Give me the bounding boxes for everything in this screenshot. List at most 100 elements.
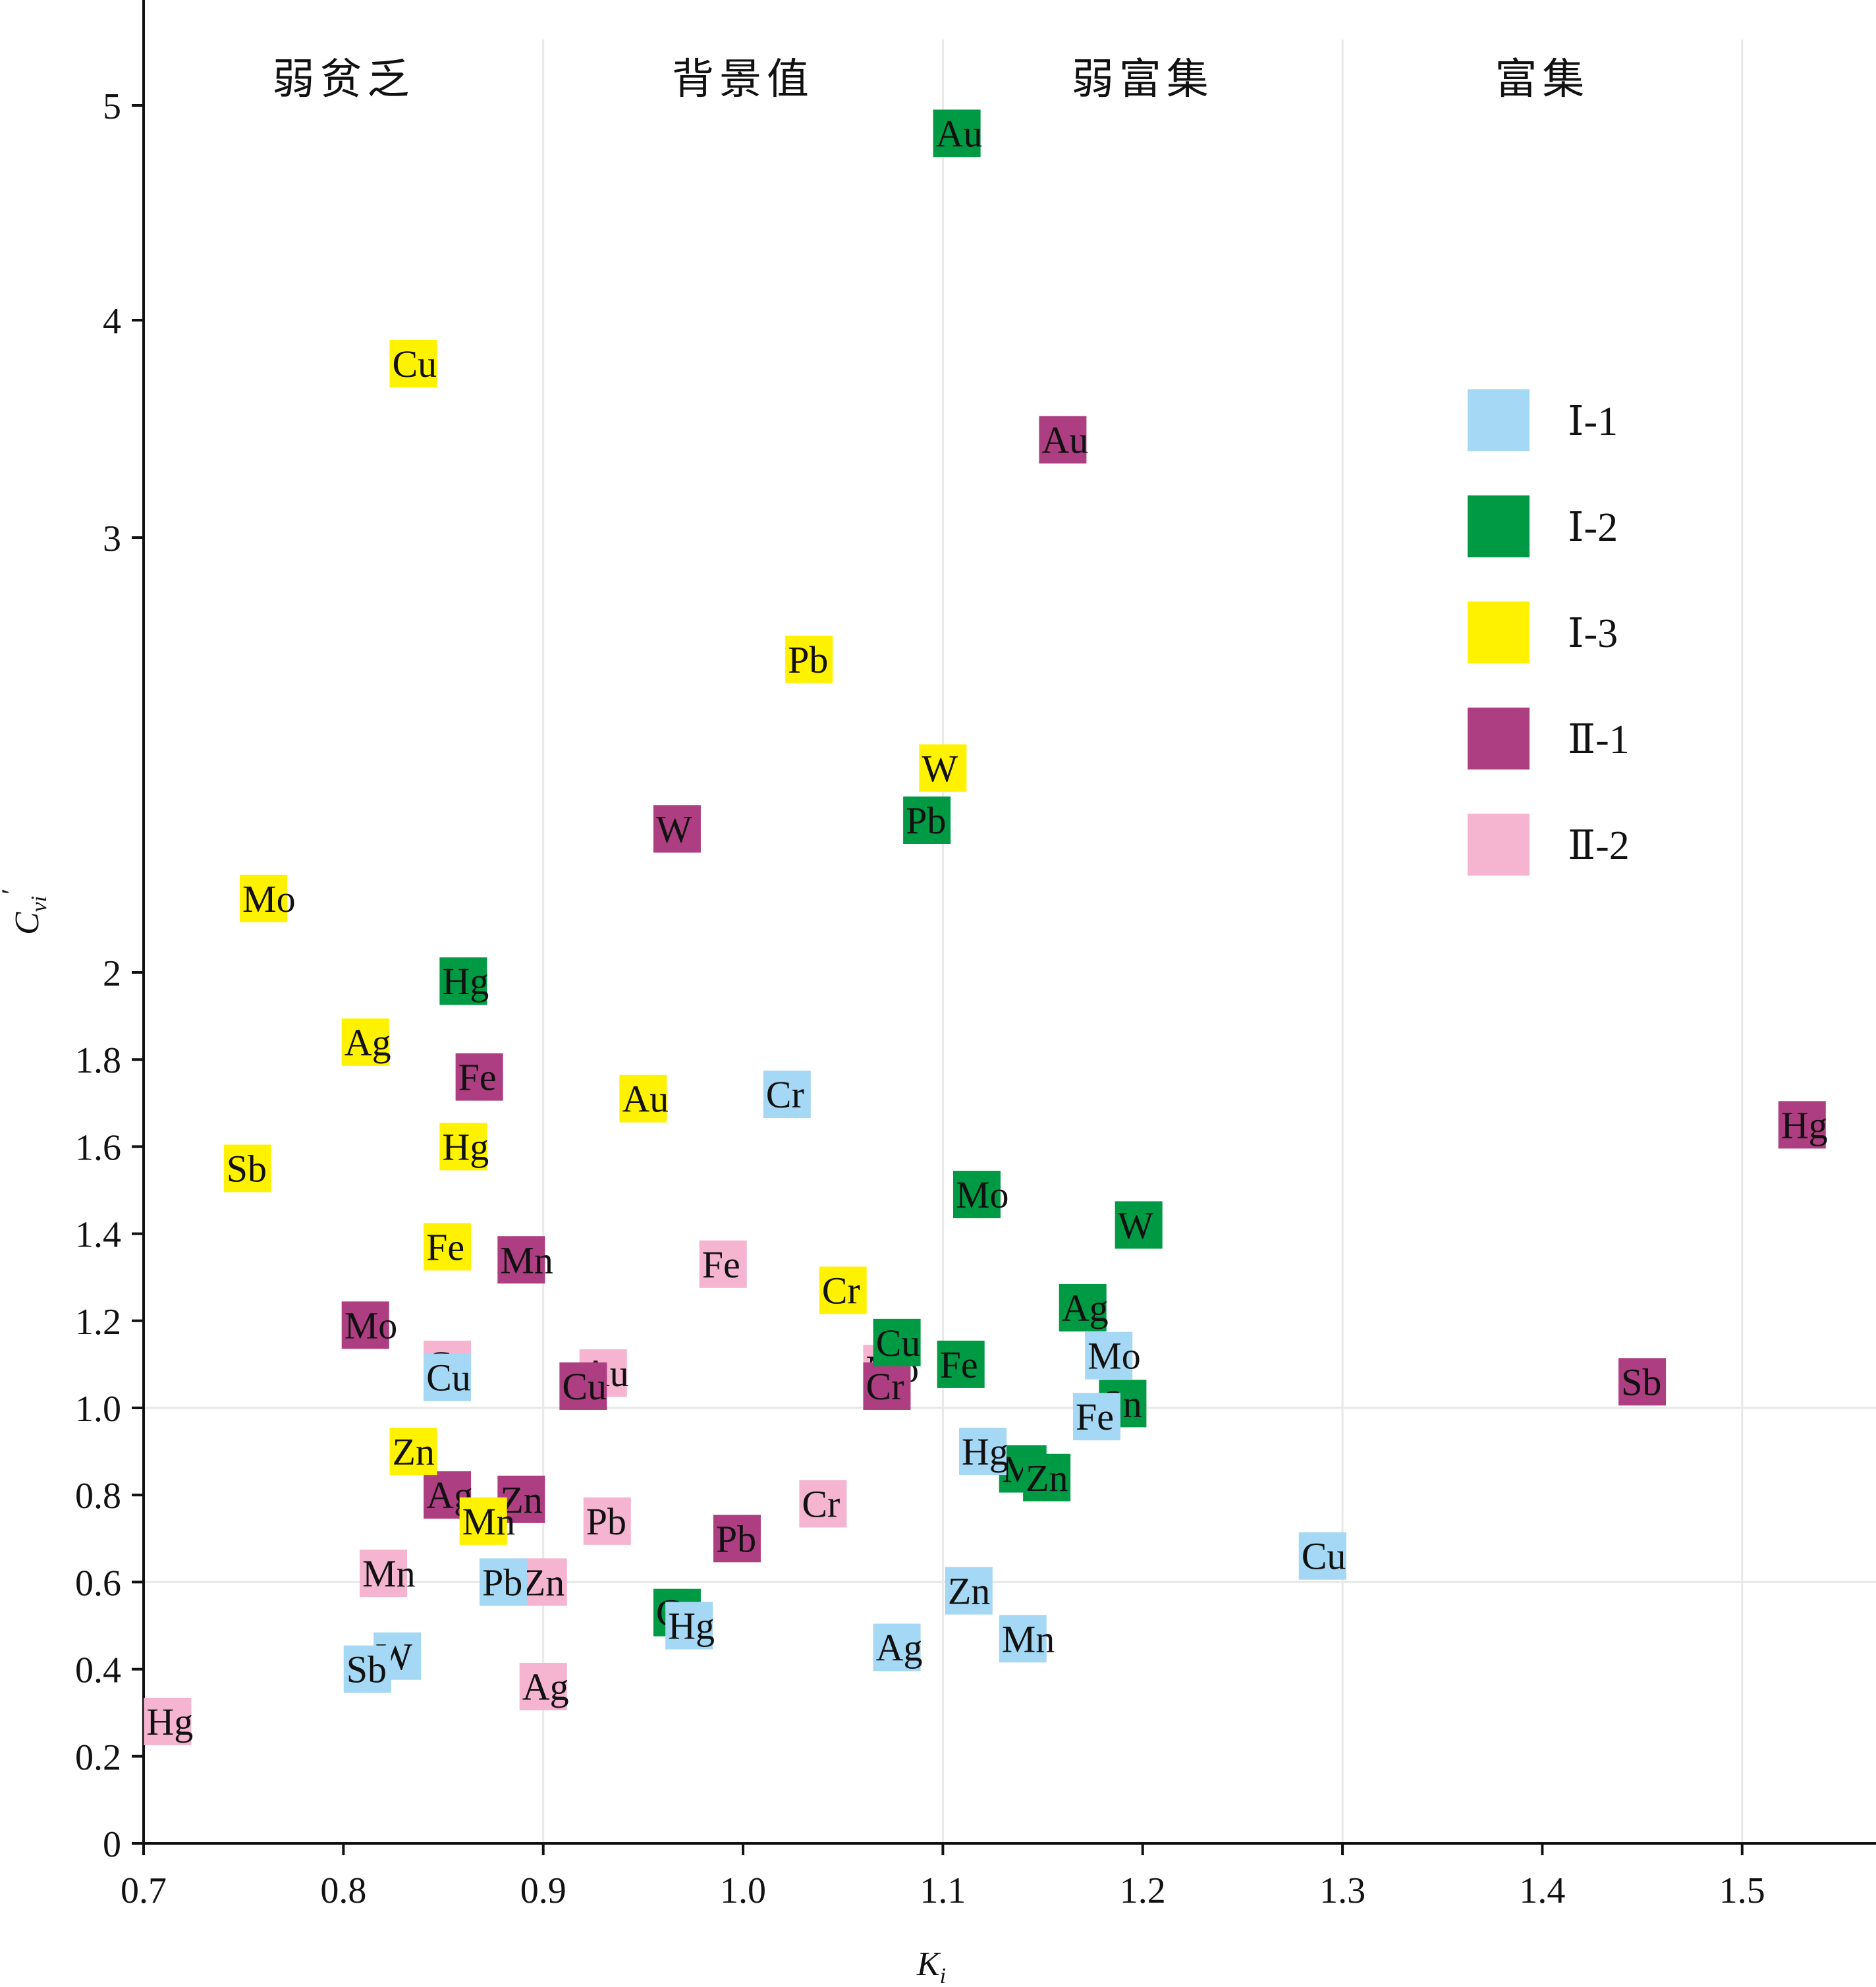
point-marker	[559, 1362, 607, 1410]
x-tick-label: 1.3	[1319, 1870, 1366, 1911]
y-tick-label: 0.2	[75, 1737, 121, 1778]
point-label: Pb	[716, 1517, 756, 1560]
y-tick-label: 0.8	[75, 1476, 121, 1517]
region-label: 背景值	[672, 56, 814, 103]
data-point: Mn	[459, 1497, 515, 1545]
legend-entry: Ⅰ-3	[1468, 602, 1618, 663]
data-point: Zn	[945, 1567, 993, 1615]
y-tick-label: 1.2	[75, 1302, 121, 1343]
point-marker	[873, 1318, 921, 1366]
y-axis-title-subscript: vi	[27, 896, 51, 912]
point-label: Zn	[393, 1430, 435, 1473]
legend-swatch	[1468, 389, 1530, 451]
point-label: W	[1118, 1204, 1154, 1246]
region-label: 弱富集	[1072, 56, 1214, 103]
y-axis-title-prime: ′	[0, 889, 26, 896]
data-point: Fe	[424, 1223, 472, 1271]
data-point: Hg	[439, 957, 489, 1005]
data-point: Zn	[389, 1428, 437, 1476]
point-marker	[1059, 1283, 1107, 1331]
point-label: Cu	[876, 1322, 921, 1364]
point-label: Ag	[345, 1021, 391, 1064]
point-label: Hg	[146, 1700, 193, 1743]
point-label: Cu	[562, 1365, 607, 1408]
point-label: Mn	[1002, 1617, 1055, 1660]
point-marker	[1072, 1393, 1120, 1441]
data-point: Pb	[480, 1558, 528, 1606]
point-marker	[1298, 1532, 1346, 1580]
point-marker	[1085, 1331, 1133, 1380]
point-marker	[519, 1663, 567, 1711]
point-marker	[343, 1645, 391, 1693]
point-label: Cu	[1302, 1535, 1346, 1578]
point-label: Mn	[500, 1239, 553, 1281]
data-point: Hg	[959, 1428, 1008, 1476]
data-point: Fe	[699, 1240, 747, 1288]
point-label: Cr	[766, 1073, 804, 1116]
point-label: Mo	[1088, 1335, 1141, 1378]
point-label: Pb	[788, 638, 828, 681]
point-marker	[1115, 1201, 1163, 1249]
x-tick-label: 0.9	[520, 1870, 566, 1911]
y-tick-label: 3	[103, 518, 121, 559]
data-point: Hg	[665, 1602, 715, 1650]
data-point: Fe	[455, 1053, 503, 1101]
data-point: Cu	[389, 340, 437, 387]
legend-label: Ⅰ-2	[1568, 505, 1618, 550]
point-marker	[1039, 416, 1087, 464]
legend-entry: Ⅱ-2	[1468, 814, 1630, 876]
x-tick-label: 0.8	[320, 1870, 366, 1911]
point-label: Au	[1041, 419, 1088, 462]
data-point: Sb	[343, 1645, 391, 1693]
legend-label: Ⅰ-1	[1568, 399, 1618, 444]
point-marker	[699, 1240, 747, 1288]
point-label: Hg	[668, 1605, 715, 1648]
y-tick-label: 1.8	[75, 1040, 121, 1081]
data-point: Fe	[1072, 1393, 1120, 1441]
point-marker	[1778, 1101, 1826, 1149]
point-label: Hg	[442, 1125, 489, 1168]
point-marker	[519, 1558, 567, 1606]
region-label: 富集	[1495, 56, 1589, 103]
point-label: Mn	[362, 1552, 416, 1595]
point-label: W	[656, 808, 692, 851]
point-marker	[863, 1362, 911, 1410]
point-label: Sb	[227, 1147, 267, 1190]
x-tick-label: 1.1	[920, 1870, 966, 1911]
y-tick-label: 2	[103, 953, 121, 994]
y-tick-label: 1.6	[75, 1127, 121, 1168]
point-marker	[713, 1515, 761, 1563]
data-point: Cu	[559, 1362, 607, 1410]
point-label: Zn	[522, 1561, 565, 1604]
point-marker	[1618, 1358, 1667, 1406]
point-label: Hg	[442, 960, 489, 1003]
y-tick-label: 0.6	[75, 1563, 121, 1604]
data-point: Cu	[873, 1318, 921, 1366]
data-point: Fe	[937, 1340, 985, 1388]
point-marker	[785, 635, 833, 683]
point-label: Cr	[866, 1365, 904, 1408]
data-point: Hg	[439, 1123, 489, 1171]
data-point: Au	[619, 1075, 669, 1123]
legend-label: Ⅱ-1	[1568, 717, 1630, 762]
point-marker	[952, 1171, 1001, 1219]
data-point: Cr	[763, 1071, 811, 1119]
point-marker	[999, 1615, 1047, 1663]
point-marker	[459, 1497, 507, 1545]
point-marker	[389, 340, 437, 387]
x-tick-label: 1.4	[1519, 1870, 1565, 1911]
data-point: Mo	[1085, 1331, 1141, 1380]
x-axis-title-subscript: i	[940, 1964, 946, 1987]
point-label: Ag	[522, 1665, 569, 1708]
point-label: Ag	[876, 1627, 923, 1669]
data-point: Pb	[583, 1497, 631, 1545]
point-label: Fe	[940, 1343, 978, 1386]
point-label: Au	[622, 1078, 669, 1121]
data-point: Mn	[999, 1615, 1055, 1663]
point-label: Cr	[822, 1270, 860, 1312]
point-marker	[497, 1236, 545, 1284]
axis-titles: Ki Cvi′	[0, 889, 946, 1987]
region-label: 弱贫乏	[272, 56, 414, 103]
x-axis-title-main: K	[916, 1945, 941, 1983]
axes: 0.7 0.8 0.9 1.0 1.1 1.2 1.3 1.4 1.5 0 0.2 0.4 0.6 0.8…	[75, 0, 1876, 1911]
